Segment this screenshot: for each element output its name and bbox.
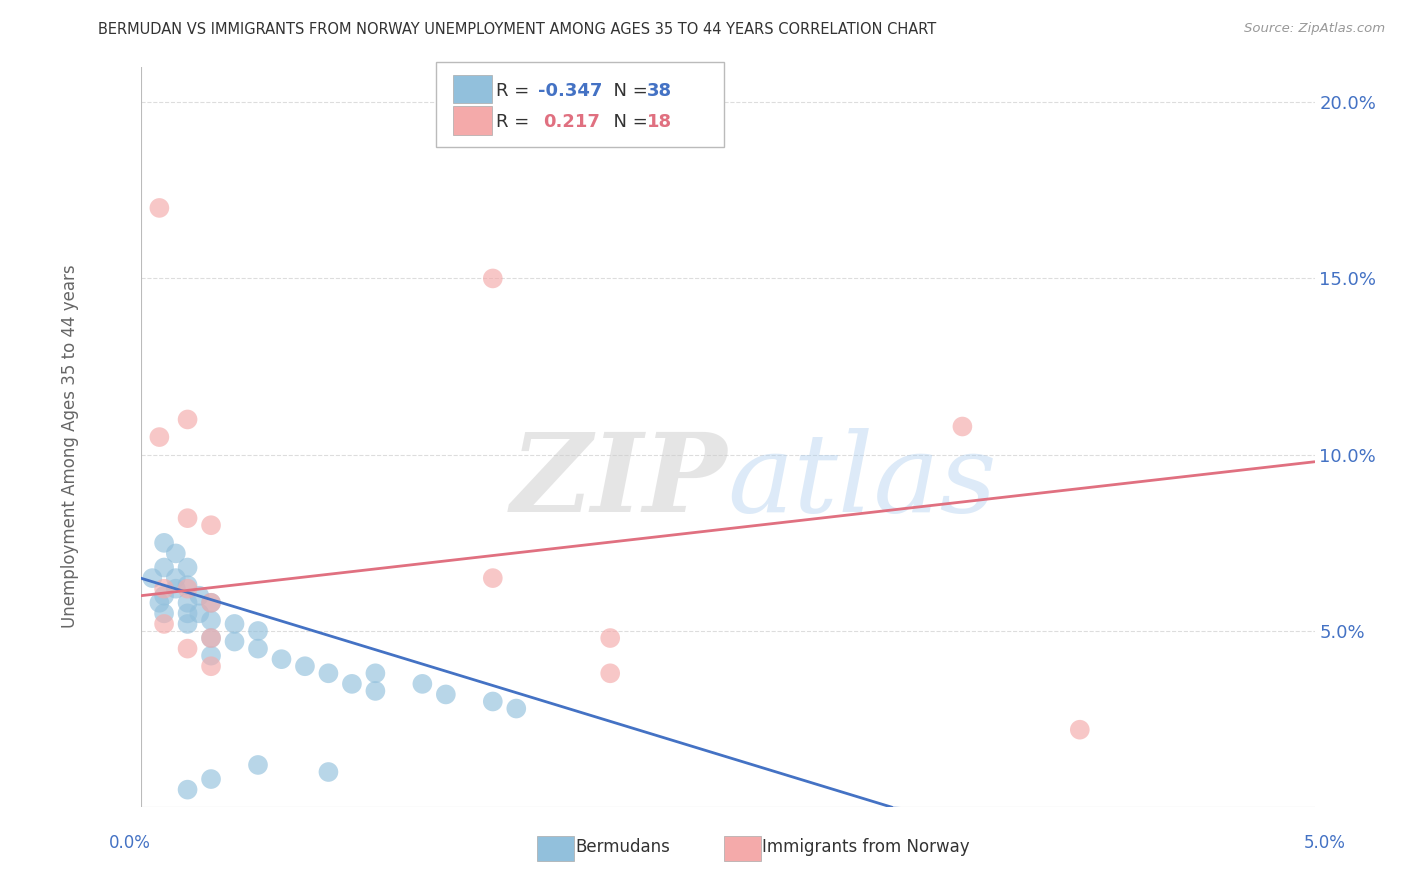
Text: -0.347: -0.347 — [538, 82, 603, 100]
Point — [481, 271, 505, 285]
Point — [411, 677, 433, 691]
Point — [481, 571, 505, 585]
Point — [200, 648, 222, 663]
Point — [200, 596, 222, 610]
Point — [141, 571, 163, 585]
Point — [153, 560, 176, 574]
Point — [481, 694, 505, 708]
Text: 0.217: 0.217 — [543, 113, 599, 131]
Point — [247, 758, 270, 772]
Point — [176, 641, 198, 656]
Point — [224, 634, 246, 648]
Text: 0.0%: 0.0% — [108, 834, 150, 852]
Point — [318, 764, 340, 779]
Text: N =: N = — [602, 82, 654, 100]
Point — [148, 430, 170, 444]
Point — [153, 582, 176, 596]
Point — [165, 571, 187, 585]
Point — [340, 677, 363, 691]
Point — [434, 688, 457, 702]
Point — [294, 659, 316, 673]
Point — [153, 589, 176, 603]
Text: Immigrants from Norway: Immigrants from Norway — [762, 838, 970, 856]
Point — [176, 560, 198, 574]
Point — [247, 641, 270, 656]
Text: Source: ZipAtlas.com: Source: ZipAtlas.com — [1244, 22, 1385, 36]
Point — [200, 518, 222, 533]
Point — [270, 652, 292, 666]
Point — [153, 616, 176, 631]
Point — [505, 701, 527, 715]
Point — [200, 631, 222, 645]
Point — [148, 201, 170, 215]
Point — [176, 412, 198, 426]
Point — [188, 607, 211, 621]
Point — [364, 666, 387, 681]
Text: N =: N = — [602, 113, 654, 131]
Text: Bermudans: Bermudans — [575, 838, 669, 856]
Text: Unemployment Among Ages 35 to 44 years: Unemployment Among Ages 35 to 44 years — [62, 264, 79, 628]
Point — [176, 511, 198, 525]
Point — [200, 659, 222, 673]
Point — [176, 616, 198, 631]
Point — [176, 607, 198, 621]
Point — [200, 772, 222, 786]
Point — [153, 607, 176, 621]
Point — [952, 419, 974, 434]
Text: ZIP: ZIP — [510, 428, 728, 535]
Point — [176, 578, 198, 592]
Point — [200, 631, 222, 645]
Point — [176, 782, 198, 797]
Text: 18: 18 — [647, 113, 672, 131]
Point — [1069, 723, 1091, 737]
Text: 38: 38 — [647, 82, 672, 100]
Point — [153, 536, 176, 550]
Text: R =: R = — [496, 82, 536, 100]
Point — [200, 614, 222, 628]
Point — [599, 631, 621, 645]
Point — [176, 596, 198, 610]
Point — [165, 582, 187, 596]
Point — [364, 684, 387, 698]
Point — [165, 546, 187, 560]
Text: BERMUDAN VS IMMIGRANTS FROM NORWAY UNEMPLOYMENT AMONG AGES 35 TO 44 YEARS CORREL: BERMUDAN VS IMMIGRANTS FROM NORWAY UNEMP… — [98, 22, 936, 37]
Point — [247, 624, 270, 638]
Text: R =: R = — [496, 113, 541, 131]
Point — [148, 596, 170, 610]
Point — [176, 582, 198, 596]
Text: 5.0%: 5.0% — [1303, 834, 1346, 852]
Point — [188, 589, 211, 603]
Point — [200, 596, 222, 610]
Point — [318, 666, 340, 681]
Point — [599, 666, 621, 681]
Text: atlas: atlas — [728, 428, 997, 535]
Point — [224, 616, 246, 631]
